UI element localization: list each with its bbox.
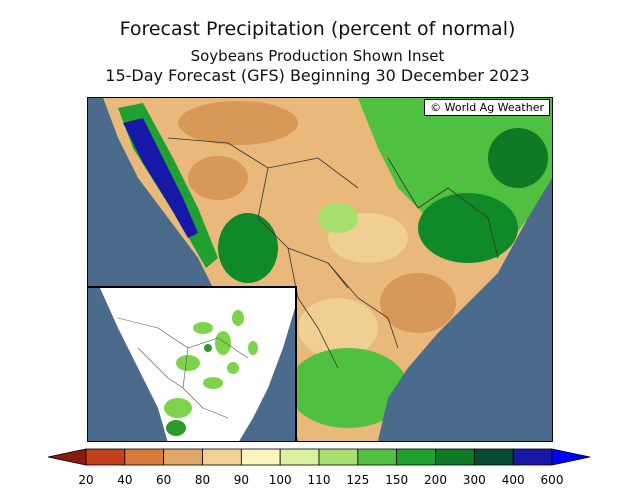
legend-tick-label: 150 xyxy=(385,473,409,487)
legend-swatch xyxy=(512,448,553,466)
legend-swatch xyxy=(473,448,514,466)
copyright-label: © World Ag Weather xyxy=(424,99,550,116)
legend-tick-label: 300 xyxy=(462,473,486,487)
legend-tick-label: 40 xyxy=(117,473,133,487)
legend-swatch xyxy=(85,448,126,466)
dry-zone-south xyxy=(298,298,378,358)
country-borders xyxy=(167,137,499,369)
map-title: Forecast Precipitation (percent of norma… xyxy=(119,18,516,40)
legend-swatch xyxy=(163,448,203,466)
inset-subtitle: Soybeans Production Shown Inset xyxy=(190,47,445,65)
legend-arrow-low xyxy=(47,448,87,466)
dry-zone-north xyxy=(178,101,298,145)
andes-very-wet-core xyxy=(123,118,198,238)
wet-zone-far-east xyxy=(488,128,548,188)
soybean-production-inset xyxy=(88,286,297,441)
inset-canvas xyxy=(88,288,295,441)
forecast-subtitle: 15-Day Forecast (GFS) Beginning 30 Decem… xyxy=(105,66,530,85)
atlantic-ocean xyxy=(378,178,552,441)
map-canvas xyxy=(88,98,552,441)
legend-swatch xyxy=(357,448,398,466)
legend-tick-label: 125 xyxy=(346,473,370,487)
legend-tick-label: 400 xyxy=(501,473,525,487)
pacific-ocean xyxy=(88,98,218,298)
legend-tick-label: 600 xyxy=(540,473,564,487)
wet-zone-southwest xyxy=(218,213,278,283)
legend-swatch xyxy=(124,448,165,466)
wet-zone-core xyxy=(418,193,518,263)
legend-tick-label: 20 xyxy=(78,473,94,487)
legend-tick-label: 80 xyxy=(194,473,211,487)
wet-zone-south xyxy=(288,348,408,428)
dry-zone-central xyxy=(188,156,248,200)
inset-soy-dense xyxy=(166,344,212,436)
legend-swatch xyxy=(318,448,359,466)
inset-soy-areas xyxy=(164,310,258,418)
precipitation-map: © World Ag Weather xyxy=(87,97,553,442)
wet-zone-mid xyxy=(318,203,358,233)
legend-swatch xyxy=(279,448,320,466)
color-legend-bar xyxy=(47,448,591,466)
inset-ocean-east xyxy=(239,308,295,441)
legend-tick-label: 90 xyxy=(233,473,249,487)
legend-swatch xyxy=(435,448,475,466)
legend-swatch xyxy=(202,448,242,466)
legend-tick-label: 110 xyxy=(307,473,331,487)
legend-tick-label: 100 xyxy=(268,473,292,487)
legend-tick-label: 60 xyxy=(156,473,172,487)
legend-swatch xyxy=(396,448,436,466)
dry-zone-southeast xyxy=(380,273,456,333)
legend-swatch xyxy=(240,448,281,466)
inset-ocean-west xyxy=(88,288,168,441)
legend-arrow-high xyxy=(551,448,591,466)
legend-tick-label: 200 xyxy=(424,473,447,487)
inset-borders xyxy=(117,317,249,419)
